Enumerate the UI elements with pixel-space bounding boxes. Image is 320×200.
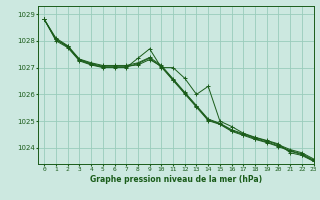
X-axis label: Graphe pression niveau de la mer (hPa): Graphe pression niveau de la mer (hPa) — [90, 175, 262, 184]
